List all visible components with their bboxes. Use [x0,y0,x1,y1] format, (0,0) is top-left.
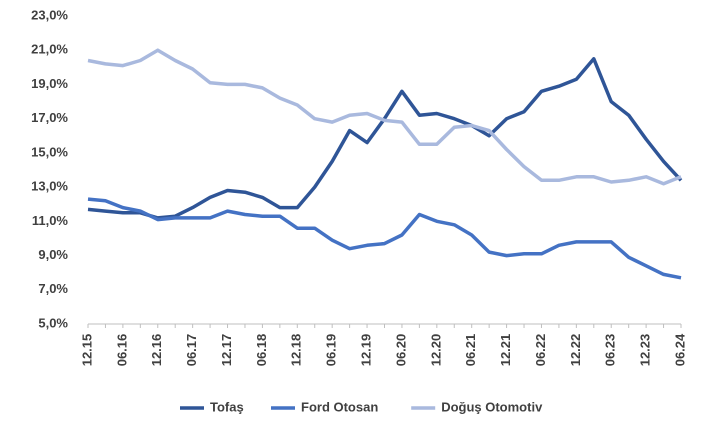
x-tick-label: 06.20 [393,334,408,367]
y-tick-label: 9,0% [38,247,68,262]
x-tick-label: 06.22 [533,334,548,367]
x-tick-label: 12.18 [289,334,304,367]
y-tick-label: 23,0% [31,7,68,22]
legend-label: Ford Otosan [301,399,378,414]
y-tick-label: 21,0% [31,42,68,57]
line-series [87,48,682,186]
y-tick-label: 17,0% [31,110,68,125]
x-tick-label: 06.19 [324,334,339,367]
legend-label: Tofaş [210,399,244,414]
y-tick-label: 15,0% [31,144,68,159]
y-tick-label: 13,0% [31,179,68,194]
line-series [87,57,683,220]
x-tick-label: 12.17 [219,334,234,367]
x-tick-label: 12.22 [568,334,583,367]
y-tick-label: 5,0% [38,315,68,330]
x-tick-label: 12.16 [149,334,164,367]
x-tick-label: 06.17 [184,334,199,367]
y-tick-label: 7,0% [38,281,68,296]
x-tick-label: 12.19 [358,334,373,367]
x-tick-label: 12.21 [498,334,513,367]
x-tick-label: 12.23 [638,334,653,367]
x-tick-label: 06.16 [114,334,129,367]
x-tick-label: 06.23 [603,334,618,367]
line-series [87,197,682,280]
x-tick-label: 12.15 [79,334,94,367]
x-tick-label: 06.18 [254,334,269,367]
y-tick-label: 19,0% [31,76,68,91]
x-tick-label: 06.24 [672,333,687,366]
x-tick-label: 12.20 [428,334,443,367]
x-tick-label: 06.21 [463,334,478,367]
legend-label: Doğuş Otomotiv [441,399,543,414]
y-tick-label: 11,0% [32,213,69,228]
